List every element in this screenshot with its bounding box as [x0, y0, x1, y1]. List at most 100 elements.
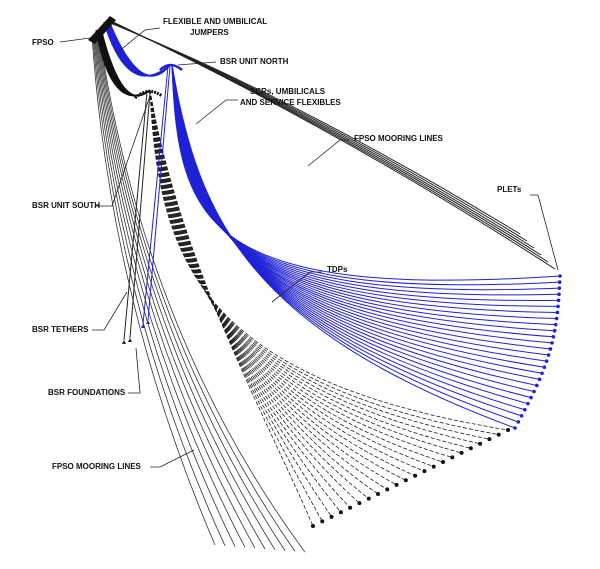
leader	[195, 99, 238, 125]
fpso	[88, 16, 116, 44]
plet	[394, 482, 399, 487]
leader	[128, 347, 141, 394]
label: FPSO	[32, 38, 54, 47]
bsr-north	[159, 63, 183, 71]
plet	[540, 371, 544, 376]
scr	[171, 64, 561, 281]
plet	[478, 441, 483, 446]
scr	[149, 89, 499, 435]
scr	[171, 64, 525, 411]
plet	[556, 298, 561, 303]
scr	[149, 89, 314, 527]
leaders	[59, 27, 559, 468]
scr	[171, 64, 554, 338]
bsr-south	[133, 90, 163, 100]
scr	[171, 64, 547, 362]
scr	[171, 64, 560, 296]
label: BSR UNIT NORTH	[220, 57, 289, 66]
label: PLETs	[497, 185, 522, 194]
line-layer	[88, 16, 562, 553]
plet	[348, 505, 353, 510]
plet	[557, 286, 562, 290]
leader	[59, 37, 91, 43]
label: TDPs	[327, 265, 348, 274]
mooring-line	[95, 39, 256, 549]
mooring-line	[112, 21, 556, 270]
mooring-line	[93, 37, 236, 547]
scr	[149, 89, 509, 431]
plet	[506, 428, 510, 432]
plet	[403, 478, 408, 483]
label: FPSO MOORING LINES	[52, 462, 142, 471]
leader	[96, 95, 151, 207]
plet	[468, 446, 473, 451]
plet	[544, 359, 549, 363]
scr	[171, 64, 516, 429]
plet	[553, 322, 558, 327]
plet	[554, 316, 559, 321]
scr	[171, 64, 551, 350]
label: BSR UNIT SOUTH	[32, 201, 100, 210]
plet	[385, 487, 390, 492]
plet	[542, 365, 547, 370]
mooring-line	[92, 36, 226, 546]
plet	[558, 274, 562, 278]
mooring-line	[97, 41, 276, 551]
leader	[177, 61, 217, 66]
plet	[556, 304, 560, 309]
foundation	[128, 338, 132, 342]
plet	[487, 437, 492, 442]
mooring-line	[94, 38, 246, 548]
plet	[329, 514, 334, 519]
labels: FPSO FLEXIBLE AND UMBILICAL JUMPERS BSR …	[32, 17, 522, 471]
jumper	[100, 29, 151, 97]
plet	[338, 510, 343, 515]
scr	[171, 64, 522, 417]
scr	[171, 64, 560, 286]
mooring-line	[91, 35, 216, 546]
plet	[376, 492, 380, 496]
plet	[459, 450, 464, 455]
scr	[171, 64, 537, 386]
tether	[129, 91, 151, 339]
leader	[117, 27, 161, 53]
plet	[550, 341, 554, 345]
plet	[513, 426, 517, 430]
label: AND SERVICE FLEXIBLES	[240, 98, 341, 107]
plet	[552, 328, 557, 333]
leader	[530, 194, 559, 271]
plet	[516, 420, 521, 424]
scr	[171, 64, 529, 405]
leader	[92, 291, 128, 331]
plet	[526, 401, 530, 406]
plet	[532, 389, 536, 394]
tether	[123, 91, 148, 341]
plet	[311, 524, 315, 528]
plet	[441, 460, 445, 464]
label: FPSO MOORING LINES	[354, 134, 444, 143]
label: BSR TETHERS	[32, 325, 89, 334]
plet	[450, 455, 455, 460]
plet	[320, 519, 325, 524]
scr	[171, 64, 549, 356]
scr	[149, 89, 453, 458]
plet	[496, 432, 501, 437]
mooring-line	[96, 40, 266, 550]
label: BSR FOUNDATIONS	[48, 388, 126, 397]
plet	[366, 496, 371, 501]
plet	[431, 464, 436, 469]
plet	[413, 473, 418, 478]
leader	[150, 449, 195, 468]
leader	[307, 139, 350, 167]
plet	[422, 469, 427, 474]
label: JUMPERS	[190, 28, 229, 37]
plet	[537, 377, 542, 382]
scr	[171, 64, 556, 326]
plet	[529, 395, 533, 400]
plet	[535, 383, 539, 388]
foundation	[146, 320, 150, 324]
label: SCRs, UMBILICALS	[250, 87, 326, 96]
plet	[546, 353, 551, 357]
plet	[357, 501, 362, 506]
